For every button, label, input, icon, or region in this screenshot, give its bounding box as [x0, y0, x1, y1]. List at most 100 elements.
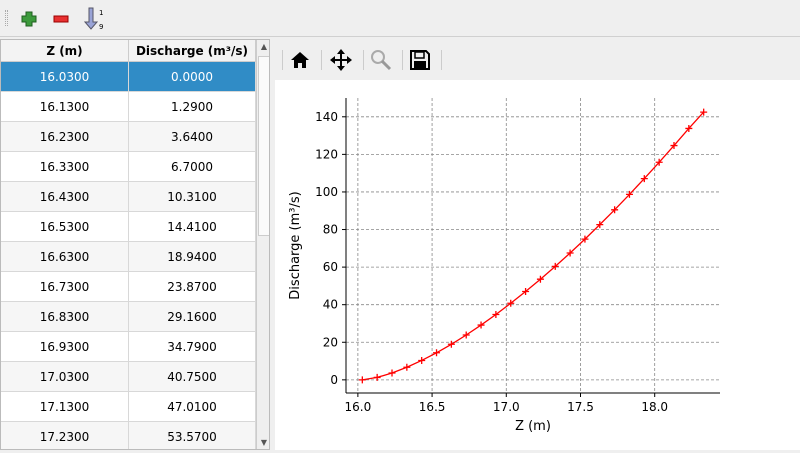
zoom-button[interactable] — [366, 46, 396, 74]
x-tick-label: 18.0 — [641, 400, 668, 414]
x-tick-label: 16.5 — [419, 400, 446, 414]
table-row[interactable]: 16.2300 3.6400 — [1, 122, 269, 152]
discharge-chart: 16.0 16.5 17.0 17.5 18.0 0 20 40 60 80 100 120 140 Z … — [288, 98, 720, 434]
cell-discharge[interactable]: 18.9400 — [129, 242, 256, 271]
y-tick-label: 100 — [315, 185, 338, 199]
cell-discharge[interactable]: 3.6400 — [129, 122, 256, 151]
y-tick-label: 20 — [323, 335, 338, 349]
scroll-up-icon[interactable]: ▲ — [260, 42, 268, 51]
table-row[interactable]: 16.8300 29.1600 — [1, 302, 269, 332]
table-row[interactable]: 17.1300 47.0100 — [1, 392, 269, 422]
svg-text:9: 9 — [99, 23, 103, 31]
data-point-marker — [685, 124, 693, 132]
data-point-marker — [388, 369, 396, 377]
table-row[interactable]: 16.1300 1.2900 — [1, 92, 269, 122]
data-point-marker — [477, 321, 485, 329]
x-tick-label: 17.0 — [493, 400, 520, 414]
svg-text:1: 1 — [99, 9, 103, 17]
data-point-marker — [655, 158, 663, 166]
x-axis-label: Z (m) — [515, 419, 551, 434]
table-row[interactable]: 16.4300 10.3100 — [1, 182, 269, 212]
y-axis-label: Discharge (m³/s) — [288, 191, 303, 299]
data-point-marker — [447, 340, 455, 348]
data-point-marker — [403, 363, 411, 371]
remove-row-icon — [53, 15, 69, 23]
cell-discharge[interactable]: 1.2900 — [129, 92, 256, 121]
save-button[interactable] — [405, 46, 435, 74]
table-row[interactable]: 16.3300 6.7000 — [1, 152, 269, 182]
pan-icon — [330, 49, 352, 71]
x-tick-label: 16.0 — [345, 400, 372, 414]
data-point-marker — [507, 299, 515, 307]
series-line — [362, 111, 705, 381]
cell-z[interactable]: 17.1300 — [1, 392, 129, 421]
data-point-marker — [566, 249, 574, 257]
data-point-marker — [358, 376, 366, 384]
sort-ascending-icon: 19 — [84, 7, 103, 31]
pan-button[interactable] — [326, 46, 356, 74]
cell-discharge[interactable]: 47.0100 — [129, 392, 256, 421]
data-point-marker — [522, 288, 530, 296]
table-row[interactable]: 16.5300 14.4100 — [1, 212, 269, 242]
cell-z[interactable]: 16.6300 — [1, 242, 129, 271]
cell-discharge[interactable]: 29.1600 — [129, 302, 256, 331]
vertical-scrollbar[interactable]: ▲ ▼ — [256, 40, 269, 449]
scroll-down-icon[interactable]: ▼ — [260, 438, 268, 447]
data-point-marker — [700, 108, 708, 116]
data-point-marker — [670, 142, 678, 150]
home-button[interactable] — [285, 46, 315, 74]
cell-z[interactable]: 16.3300 — [1, 152, 129, 181]
remove-row-button[interactable] — [48, 6, 74, 32]
cell-z[interactable]: 16.2300 — [1, 122, 129, 151]
cell-z[interactable]: 17.2300 — [1, 422, 129, 449]
cell-z[interactable]: 16.8300 — [1, 302, 129, 331]
plot-toolbar — [275, 40, 800, 80]
table-row[interactable]: 16.7300 23.8700 — [1, 272, 269, 302]
data-point-marker — [625, 190, 633, 198]
plot-canvas[interactable]: 16.0 16.5 17.0 17.5 18.0 0 20 40 60 80 100 120 140 Z … — [275, 80, 800, 450]
y-tick-label: 80 — [323, 223, 338, 237]
table-header: Z (m) Discharge (m³/s) — [1, 40, 269, 62]
save-icon — [410, 50, 430, 70]
y-tick-label: 140 — [315, 110, 338, 124]
data-point-marker — [373, 373, 381, 381]
add-row-button[interactable] — [16, 6, 42, 32]
cell-z[interactable]: 16.0300 — [1, 62, 129, 91]
x-tick-label: 17.5 — [567, 400, 594, 414]
cell-z[interactable]: 17.0300 — [1, 362, 129, 391]
cell-discharge[interactable]: 34.7900 — [129, 332, 256, 361]
data-point-marker — [551, 262, 559, 270]
data-point-marker — [596, 221, 604, 229]
cell-z[interactable]: 16.7300 — [1, 272, 129, 301]
cell-z[interactable]: 16.9300 — [1, 332, 129, 361]
column-header-discharge[interactable]: Discharge (m³/s) — [129, 40, 256, 61]
scrollbar-thumb[interactable] — [258, 56, 269, 236]
column-header-z[interactable]: Z (m) — [1, 40, 129, 61]
cell-discharge[interactable]: 23.8700 — [129, 272, 256, 301]
table-row[interactable]: 16.9300 34.7900 — [1, 332, 269, 362]
table-row[interactable]: 16.6300 18.9400 — [1, 242, 269, 272]
y-tick-label: 120 — [315, 147, 338, 161]
data-point-marker — [611, 206, 619, 214]
data-point-marker — [581, 235, 589, 243]
table-row[interactable]: 17.2300 53.5700 — [1, 422, 269, 449]
cell-discharge[interactable]: 14.4100 — [129, 212, 256, 241]
data-point-marker — [433, 349, 441, 357]
y-tick-label: 0 — [330, 373, 338, 387]
cell-discharge[interactable]: 0.0000 — [129, 62, 256, 91]
cell-discharge[interactable]: 40.7500 — [129, 362, 256, 391]
toolbar-grip[interactable] — [5, 10, 8, 26]
table-row[interactable]: 16.0300 0.0000 — [1, 62, 269, 92]
cell-discharge[interactable]: 53.5700 — [129, 422, 256, 449]
table-row[interactable]: 17.0300 40.7500 — [1, 362, 269, 392]
cell-z[interactable]: 16.5300 — [1, 212, 129, 241]
rating-table[interactable]: Z (m) Discharge (m³/s) 16.0300 0.0000 16.1… — [0, 39, 270, 450]
data-point-marker — [536, 275, 544, 283]
home-icon — [291, 52, 309, 68]
cell-discharge[interactable]: 6.7000 — [129, 152, 256, 181]
cell-z[interactable]: 16.4300 — [1, 182, 129, 211]
cell-discharge[interactable]: 10.3100 — [129, 182, 256, 211]
cell-z[interactable]: 16.1300 — [1, 92, 129, 121]
add-row-icon — [21, 11, 37, 27]
